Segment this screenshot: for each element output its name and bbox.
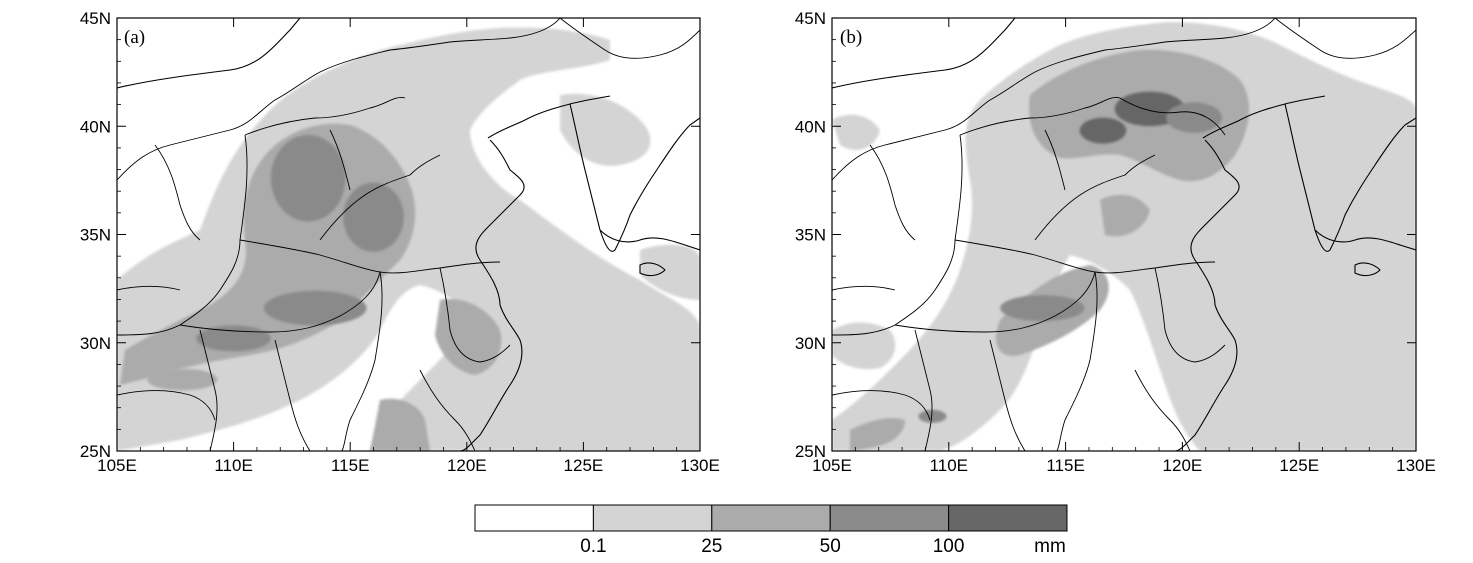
heavy-rain-center [270,134,346,222]
lat-tick-label: 35N [80,226,111,245]
lat-tick-label: 45N [795,9,826,28]
lat-tick-label: 40N [80,117,111,136]
heavy-rain-center [1079,117,1127,144]
colorbar-box [711,504,831,532]
heavy-rain-center [196,325,271,352]
colorbar-legend: 0.1 25 50 100 mm [474,504,1068,557]
heavy-rain-center [343,182,404,252]
lon-tick-label: 115E [1046,456,1084,475]
colorbar-box [592,504,713,532]
panel-b-axes: 105E 110E 115E 120E 125E 130E 25N 30N 35N 40N 45N [795,9,1436,475]
heavy-rain-center [263,290,367,326]
panel-b-precip-field [832,18,1416,451]
lat-tick-label: 35N [795,226,826,245]
colorbar-box [474,504,594,532]
lat-tick-label: 25N [795,442,826,461]
panel-a-map: (a) 105E 110E 115E 120E 125E 130E 25N 30N 35N 40N… [80,9,720,475]
colorbar-unit: mm [1034,536,1066,557]
colorbar-box [948,504,1068,532]
lon-tick-label: 105E [97,456,137,475]
lon-tick-label: 105E [812,456,852,475]
lon-tick-label: 130E [680,456,720,475]
panel-a-axes: 105E 110E 115E 120E 125E 130E 25N 30N 35N 40N 45N [80,9,720,475]
panel-b-label: (b) [840,27,862,48]
panel-a-precip-field [117,18,700,451]
lat-tick-label: 30N [795,334,826,353]
lon-tick-label: 120E [447,456,487,475]
panel-b-map: (b) 105E 110E 115E 120E 125E 130E 25N 30N 35N 40N… [795,9,1436,475]
colorbar-label: 100 [933,536,965,557]
lat-tick-label: 25N [80,442,111,461]
heavy-rain-center [147,368,218,391]
panel-b-boundaries [832,18,1416,451]
lon-tick-label: 125E [564,456,604,475]
lat-tick-label: 45N [80,9,111,28]
colorbar-label: 50 [820,536,841,557]
lon-tick-label: 130E [1396,456,1436,475]
lat-tick-label: 40N [795,117,826,136]
colorbar-box [829,504,950,532]
panel-a-label: (a) [124,27,145,48]
heavy-rain-center [1000,295,1085,322]
lon-tick-label: 115E [331,456,369,475]
lon-tick-label: 125E [1279,456,1319,475]
heavy-rain-center [1166,102,1223,133]
panel-a-boundaries [117,18,700,451]
lon-tick-label: 110E [214,456,252,475]
lon-tick-label: 110E [930,456,968,475]
colorbar-label: 25 [701,536,722,557]
lon-tick-label: 120E [1163,456,1203,475]
heavy-rain-center [918,409,947,423]
colorbar-label: 0.1 [580,536,606,557]
lat-tick-label: 30N [80,334,111,353]
